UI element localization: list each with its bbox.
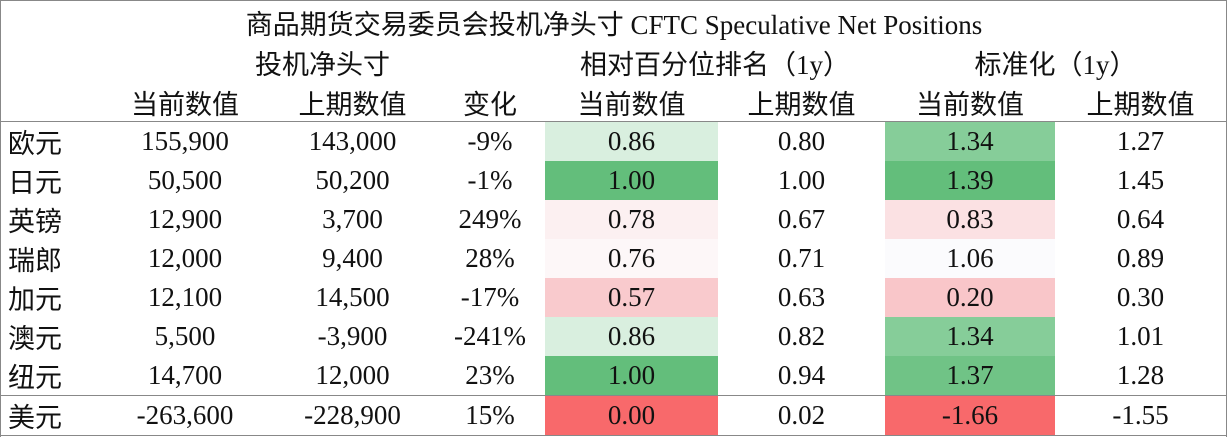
border	[0, 0, 1, 437]
cell: -3,900	[317, 321, 388, 351]
cell: 0.76	[545, 239, 718, 278]
cell: 1.27	[1116, 126, 1165, 156]
cell: 0.86	[545, 317, 718, 356]
cell: 1.06	[885, 239, 1055, 278]
cell: 1.00	[777, 165, 826, 195]
cell: 0.30	[1116, 282, 1165, 312]
cell: 50,200	[315, 165, 390, 195]
cell: -1%	[467, 165, 513, 195]
cell: 12,100	[147, 282, 223, 312]
cell: 50,500	[147, 165, 223, 195]
cell: 0.00	[545, 396, 718, 435]
cell: 0.64	[1116, 204, 1165, 234]
cell: 0.94	[777, 360, 826, 390]
cell: 14,500	[315, 282, 390, 312]
title: 商品期货交易委员会投机净头寸 CFTC Speculative Net Posi…	[245, 9, 983, 40]
cell: 23%	[465, 360, 515, 390]
cell: 0.63	[777, 282, 826, 312]
cell: 143,000	[308, 126, 397, 156]
border	[0, 0, 1227, 1]
cell: -1.55	[1112, 400, 1169, 430]
cell: 0.67	[777, 204, 826, 234]
cell: 249%	[458, 204, 522, 234]
cell: 12,000	[315, 360, 390, 390]
row-label: 欧元	[8, 129, 62, 159]
column-header: 上期数值	[1086, 89, 1195, 120]
cell: 1.37	[885, 356, 1055, 395]
cell: -241%	[454, 321, 526, 351]
cell: 1.28	[1116, 360, 1165, 390]
group-header: 标准化（1y）	[974, 49, 1137, 80]
group-header: 投机净头寸	[255, 49, 390, 80]
cell: 1.45	[1116, 165, 1165, 195]
row-label: 美元	[8, 403, 62, 433]
cell: 5,500	[154, 321, 216, 351]
cell: 12,000	[147, 243, 223, 273]
cell: -1.66	[885, 396, 1055, 435]
column-header: 变化	[463, 89, 517, 120]
cell: 0.89	[1116, 243, 1165, 273]
cell: 12,900	[147, 204, 223, 234]
row-label: 日元	[8, 168, 62, 198]
border	[1226, 0, 1227, 437]
cell: -228,900	[304, 400, 401, 430]
header-rule	[0, 121, 1227, 122]
column-header: 上期数值	[298, 89, 407, 120]
cell: 0.82	[777, 321, 826, 351]
group-header: 相对百分位排名（1y）	[580, 49, 850, 80]
cell: 28%	[465, 243, 515, 273]
column-header: 当前数值	[916, 89, 1024, 120]
cell: 0.57	[545, 278, 718, 317]
cell: 0.78	[545, 200, 718, 239]
row-label: 瑞郎	[8, 246, 62, 276]
cell: 0.71	[777, 243, 826, 273]
cell: 1.39	[885, 161, 1055, 200]
cell: 0.02	[777, 400, 826, 430]
cell: -263,600	[136, 400, 234, 430]
cell: 3,700	[322, 204, 383, 234]
cell: 0.20	[885, 278, 1055, 317]
cell: -9%	[467, 126, 513, 156]
cell: 1.34	[885, 122, 1055, 161]
column-header: 上期数值	[747, 89, 856, 120]
cell: 155,900	[141, 126, 229, 156]
cell: 1.01	[1116, 321, 1165, 351]
cell: 1.34	[885, 317, 1055, 356]
row-label: 英镑	[8, 207, 62, 237]
cell: 0.83	[885, 200, 1055, 239]
border	[0, 435, 1227, 436]
row-rule	[0, 395, 1227, 396]
cell: 1.00	[545, 161, 718, 200]
row-label: 纽元	[8, 363, 62, 393]
cell: 0.80	[777, 126, 826, 156]
cell: -17%	[460, 282, 520, 312]
row-label: 加元	[8, 285, 62, 315]
column-header: 当前数值	[131, 89, 239, 120]
row-label: 澳元	[8, 324, 62, 354]
cell: 15%	[465, 400, 515, 430]
column-header: 当前数值	[577, 89, 686, 120]
cell: 1.00	[545, 356, 718, 395]
cell: 0.86	[545, 122, 718, 161]
cell: 14,700	[147, 360, 223, 390]
cell: 9,400	[322, 243, 383, 273]
